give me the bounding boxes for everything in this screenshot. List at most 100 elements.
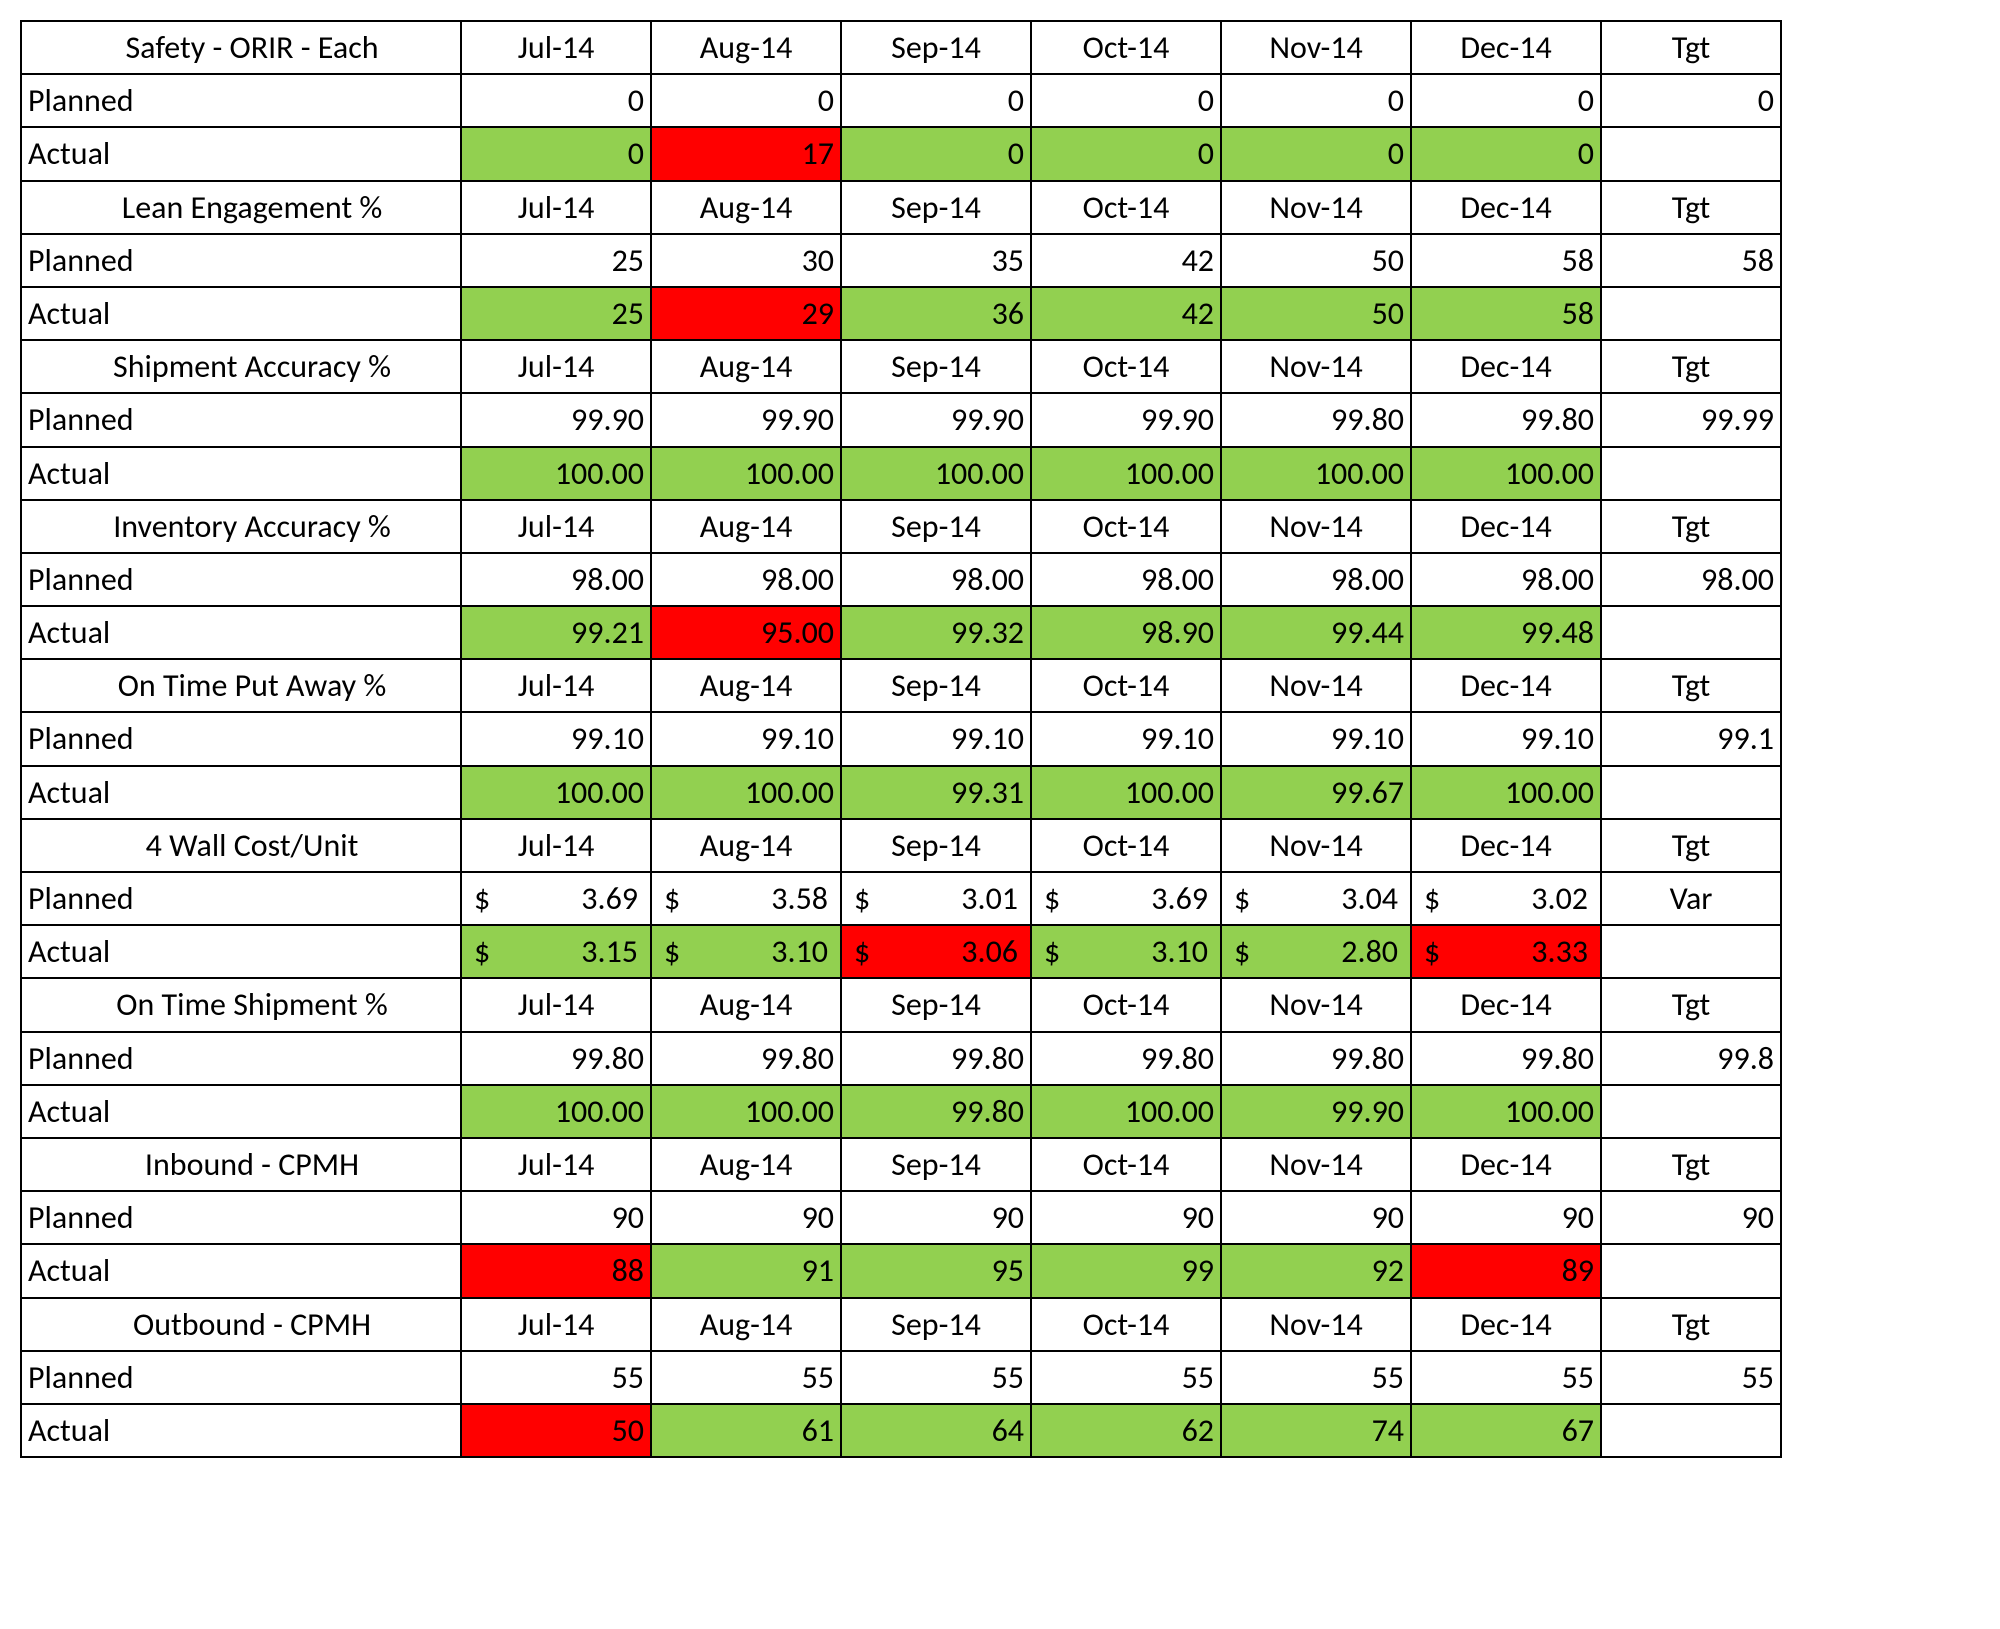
- month-header: Oct-14: [1031, 978, 1221, 1031]
- month-header: Oct-14: [1031, 500, 1221, 553]
- table-cell: 98.00: [1411, 553, 1601, 606]
- month-header: Jul-14: [461, 181, 651, 234]
- table-cell: 100.00: [461, 766, 651, 819]
- row-label-actual: Actual: [21, 1404, 461, 1457]
- table-cell: 55: [1031, 1351, 1221, 1404]
- row-label-actual: Actual: [21, 287, 461, 340]
- table-cell: 98.00: [461, 553, 651, 606]
- metric-header-row: Shipment Accuracy %Jul-14Aug-14Sep-14Oct…: [21, 340, 1781, 393]
- table-cell: 55: [1411, 1351, 1601, 1404]
- table-cell: $3.10: [1031, 925, 1221, 978]
- month-header: Dec-14: [1411, 1298, 1601, 1351]
- table-cell: 55: [461, 1351, 651, 1404]
- month-header: Dec-14: [1411, 340, 1601, 393]
- row-label-planned: Planned: [21, 393, 461, 446]
- metric-name: Outbound - CPMH: [21, 1298, 461, 1351]
- table-cell: 95.00: [651, 606, 841, 659]
- row-label-planned: Planned: [21, 872, 461, 925]
- month-header: Aug-14: [651, 819, 841, 872]
- month-header: Sep-14: [841, 181, 1031, 234]
- month-header: Dec-14: [1411, 819, 1601, 872]
- table-cell: 90: [841, 1191, 1031, 1244]
- table-cell: 0: [1411, 127, 1601, 180]
- table-cell: 99.10: [651, 712, 841, 765]
- table-cell: $3.06: [841, 925, 1031, 978]
- month-header: Jul-14: [461, 659, 651, 712]
- table-cell: 99.90: [1221, 1085, 1411, 1138]
- table-cell: 100.00: [1031, 447, 1221, 500]
- target-cell: 90: [1601, 1191, 1781, 1244]
- table-cell: $3.33: [1411, 925, 1601, 978]
- table-cell: 99.44: [1221, 606, 1411, 659]
- month-header: Jul-14: [461, 978, 651, 1031]
- metric-header-row: Outbound - CPMHJul-14Aug-14Sep-14Oct-14N…: [21, 1298, 1781, 1351]
- actual-row: Actual100.00100.0099.31100.0099.67100.00: [21, 766, 1781, 819]
- month-header: Jul-14: [461, 1298, 651, 1351]
- target-cell: [1601, 1244, 1781, 1297]
- month-header: Nov-14: [1221, 1138, 1411, 1191]
- table-cell: 98.00: [651, 553, 841, 606]
- row-label-planned: Planned: [21, 712, 461, 765]
- table-cell: 100.00: [841, 447, 1031, 500]
- table-cell: 36: [841, 287, 1031, 340]
- table-cell: 98.90: [1031, 606, 1221, 659]
- month-header: Nov-14: [1221, 1298, 1411, 1351]
- month-header: Sep-14: [841, 819, 1031, 872]
- table-cell: 0: [461, 74, 651, 127]
- target-cell: [1601, 447, 1781, 500]
- month-header: Oct-14: [1031, 21, 1221, 74]
- table-cell: 99.80: [841, 1085, 1031, 1138]
- table-cell: 100.00: [1411, 1085, 1601, 1138]
- row-label-planned: Planned: [21, 553, 461, 606]
- month-header: Sep-14: [841, 1298, 1031, 1351]
- row-label-actual: Actual: [21, 1085, 461, 1138]
- table-cell: $3.69: [1031, 872, 1221, 925]
- row-label-actual: Actual: [21, 1244, 461, 1297]
- month-header: Nov-14: [1221, 659, 1411, 712]
- table-cell: 100.00: [651, 1085, 841, 1138]
- table-cell: 0: [651, 74, 841, 127]
- actual-row: Actual0170000: [21, 127, 1781, 180]
- target-cell: 98.00: [1601, 553, 1781, 606]
- table-cell: 99.32: [841, 606, 1031, 659]
- metric-header-row: On Time Put Away %Jul-14Aug-14Sep-14Oct-…: [21, 659, 1781, 712]
- table-cell: $3.04: [1221, 872, 1411, 925]
- table-cell: $3.58: [651, 872, 841, 925]
- planned-row: Planned99.8099.8099.8099.8099.8099.8099.…: [21, 1032, 1781, 1085]
- table-cell: 98.00: [1031, 553, 1221, 606]
- table-cell: 99.80: [1221, 393, 1411, 446]
- row-label-actual: Actual: [21, 447, 461, 500]
- table-cell: 100.00: [461, 447, 651, 500]
- table-cell: 100.00: [651, 766, 841, 819]
- target-cell: [1601, 1404, 1781, 1457]
- month-header: Sep-14: [841, 659, 1031, 712]
- table-cell: 0: [1031, 127, 1221, 180]
- target-cell: [1601, 287, 1781, 340]
- table-cell: 95: [841, 1244, 1031, 1297]
- month-header: Aug-14: [651, 340, 841, 393]
- table-cell: 0: [1031, 74, 1221, 127]
- month-header: Aug-14: [651, 978, 841, 1031]
- table-cell: 29: [651, 287, 841, 340]
- month-header: Jul-14: [461, 1138, 651, 1191]
- month-header: Nov-14: [1221, 21, 1411, 74]
- planned-row: Planned90909090909090: [21, 1191, 1781, 1244]
- target-cell: Var: [1601, 872, 1781, 925]
- month-header: Oct-14: [1031, 659, 1221, 712]
- row-label-actual: Actual: [21, 606, 461, 659]
- table-cell: 99.10: [1221, 712, 1411, 765]
- metric-header-row: On Time Shipment %Jul-14Aug-14Sep-14Oct-…: [21, 978, 1781, 1031]
- metric-name: Inventory Accuracy %: [21, 500, 461, 553]
- table-cell: 100.00: [1031, 766, 1221, 819]
- row-label-actual: Actual: [21, 925, 461, 978]
- month-header: Oct-14: [1031, 1298, 1221, 1351]
- metric-header-row: Lean Engagement %Jul-14Aug-14Sep-14Oct-1…: [21, 181, 1781, 234]
- table-cell: 0: [1411, 74, 1601, 127]
- month-header: Aug-14: [651, 659, 841, 712]
- target-cell: 58: [1601, 234, 1781, 287]
- table-cell: 99.90: [461, 393, 651, 446]
- metric-name: On Time Shipment %: [21, 978, 461, 1031]
- target-cell: 55: [1601, 1351, 1781, 1404]
- planned-row: Planned99.1099.1099.1099.1099.1099.1099.…: [21, 712, 1781, 765]
- metric-name: Shipment Accuracy %: [21, 340, 461, 393]
